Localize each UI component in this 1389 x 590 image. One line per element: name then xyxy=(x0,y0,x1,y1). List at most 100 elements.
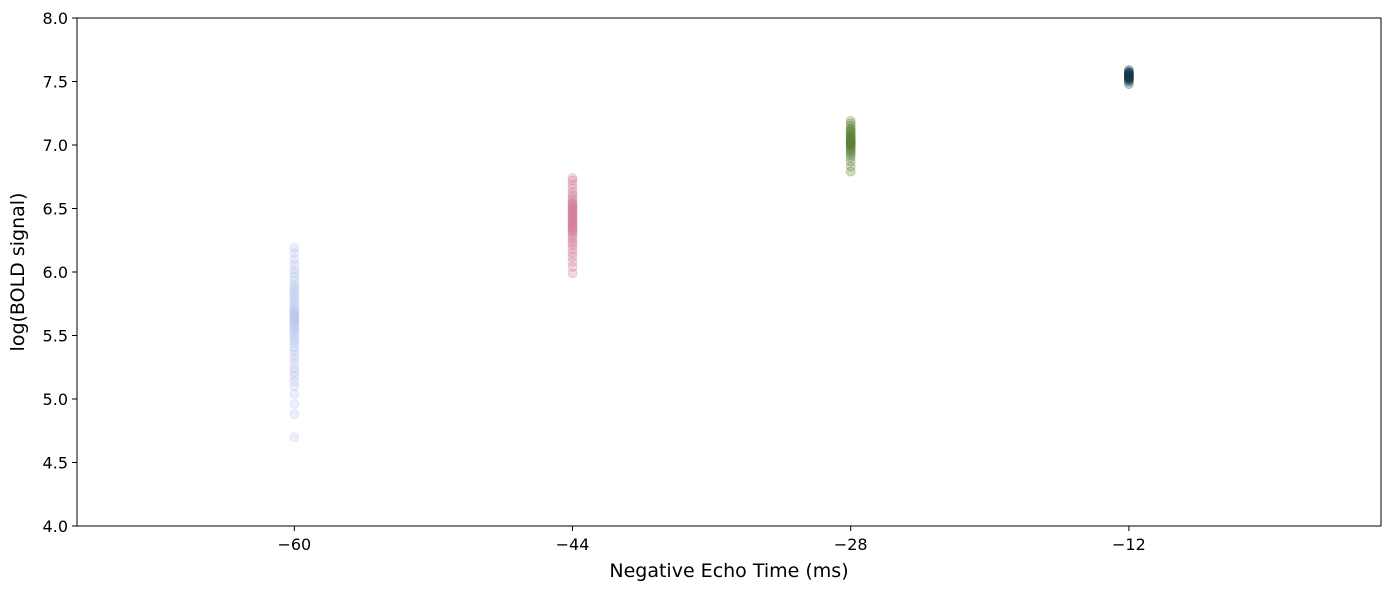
x-tick-label: −44 xyxy=(556,535,590,554)
data-point xyxy=(289,284,300,295)
data-point xyxy=(845,143,856,154)
data-point xyxy=(567,211,578,222)
data-point xyxy=(289,305,300,316)
data-point xyxy=(567,240,578,251)
data-point xyxy=(845,141,856,152)
data-point xyxy=(289,353,300,364)
data-point xyxy=(567,189,578,200)
data-point xyxy=(567,223,578,234)
data-point xyxy=(289,321,300,332)
data-point xyxy=(845,137,856,148)
data-point xyxy=(845,150,856,161)
data-point xyxy=(845,132,856,143)
data-point xyxy=(845,136,856,147)
data-point xyxy=(289,307,300,318)
data-point xyxy=(289,338,300,349)
data-point xyxy=(845,121,856,131)
x-tick-label: −60 xyxy=(277,535,311,554)
y-tick-label: 6.5 xyxy=(43,200,68,219)
series-3 xyxy=(845,115,856,177)
data-point xyxy=(845,126,856,136)
data-point xyxy=(1123,66,1134,77)
series-2 xyxy=(567,173,578,279)
y-tick-label: 4.5 xyxy=(43,454,68,473)
data-point xyxy=(567,194,578,205)
data-point xyxy=(1123,72,1134,83)
data-point xyxy=(845,118,856,129)
y-tick-label: 7.5 xyxy=(43,73,68,92)
data-point xyxy=(845,127,856,138)
x-tick-label: −28 xyxy=(834,535,868,554)
data-point xyxy=(567,203,578,214)
y-tick-label: 8.0 xyxy=(43,9,68,28)
data-point xyxy=(1123,79,1134,89)
series-4 xyxy=(1123,65,1134,89)
data-point xyxy=(567,256,578,267)
data-point xyxy=(289,345,300,356)
data-point xyxy=(1123,71,1134,82)
y-tick-label: 4.0 xyxy=(43,517,68,536)
data-point xyxy=(289,309,300,319)
series-1 xyxy=(289,242,300,443)
data-point xyxy=(289,268,300,279)
data-point xyxy=(289,342,300,352)
data-point xyxy=(289,330,300,341)
y-tick-label: 5.0 xyxy=(43,390,68,409)
data-point xyxy=(1123,74,1134,84)
data-point xyxy=(289,325,300,336)
ticks-layer: −60 −44 −28 −12 4.0 4.5 5.0 5.5 6.0 6.5 7.0 7.5 8.0 xyxy=(43,9,1146,554)
data-point xyxy=(1123,67,1134,78)
data-point xyxy=(289,289,300,300)
data-point xyxy=(845,128,856,139)
data-point xyxy=(567,209,578,220)
data-point xyxy=(845,136,856,147)
data-point xyxy=(567,183,578,194)
data-point xyxy=(567,175,578,186)
data-point xyxy=(1123,72,1134,83)
data-point xyxy=(289,381,300,392)
data-point xyxy=(567,212,578,223)
data-point xyxy=(1123,75,1134,86)
data-point xyxy=(567,251,578,262)
data-point xyxy=(845,137,856,148)
data-point xyxy=(289,349,300,360)
y-tick-label: 5.5 xyxy=(43,327,68,346)
data-point xyxy=(289,324,300,335)
data-point xyxy=(289,312,300,323)
data-point xyxy=(289,335,300,346)
data-point xyxy=(845,156,856,167)
data-point xyxy=(289,248,300,258)
data-point xyxy=(567,235,578,246)
data-point xyxy=(567,202,578,213)
data-point xyxy=(1123,65,1134,75)
data-point xyxy=(567,173,578,183)
data-point xyxy=(289,306,300,317)
data-point xyxy=(845,133,856,144)
data-point xyxy=(1123,76,1134,87)
data-point xyxy=(845,152,856,163)
data-point xyxy=(845,135,856,145)
data-point xyxy=(845,140,856,150)
data-point xyxy=(567,206,578,216)
data-point xyxy=(289,254,300,265)
data-point xyxy=(845,166,856,177)
data-point xyxy=(567,226,578,237)
data-point xyxy=(1123,71,1134,82)
data-point xyxy=(567,220,578,230)
data-point xyxy=(1123,67,1134,78)
y-tick-label: 7.0 xyxy=(43,136,68,155)
data-point xyxy=(289,367,300,378)
data-point xyxy=(289,311,300,322)
data-point xyxy=(567,237,578,248)
data-point xyxy=(845,161,856,172)
data-point xyxy=(1123,70,1134,81)
data-point xyxy=(845,145,856,155)
data-point xyxy=(289,363,300,374)
data-point xyxy=(289,282,300,293)
data-point xyxy=(289,275,300,286)
x-axis-label: Negative Echo Time (ms) xyxy=(609,560,848,582)
data-point xyxy=(289,242,300,253)
data-point xyxy=(567,222,578,233)
data-point xyxy=(289,316,300,327)
